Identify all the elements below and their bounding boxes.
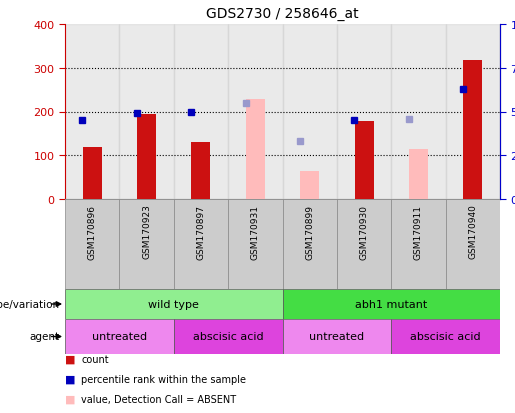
Bar bbox=[119, 199, 174, 289]
Text: untreated: untreated bbox=[92, 332, 147, 342]
Bar bbox=[174, 319, 283, 354]
Text: untreated: untreated bbox=[310, 332, 365, 342]
Bar bbox=[65, 25, 119, 199]
Text: abh1 mutant: abh1 mutant bbox=[355, 299, 427, 309]
Bar bbox=[65, 199, 119, 289]
Bar bbox=[192, 143, 211, 199]
Bar bbox=[283, 289, 500, 319]
Text: abscisic acid: abscisic acid bbox=[410, 332, 481, 342]
Bar bbox=[65, 319, 174, 354]
Bar bbox=[283, 319, 391, 354]
Text: ■: ■ bbox=[65, 354, 76, 364]
Text: ■: ■ bbox=[65, 394, 76, 404]
Title: GDS2730 / 258646_at: GDS2730 / 258646_at bbox=[206, 7, 359, 21]
Bar bbox=[283, 25, 337, 199]
Text: wild type: wild type bbox=[148, 299, 199, 309]
Text: GSM170897: GSM170897 bbox=[196, 204, 205, 259]
Text: genotype/variation: genotype/variation bbox=[0, 299, 60, 309]
Bar bbox=[119, 25, 174, 199]
Bar bbox=[246, 100, 265, 199]
Bar bbox=[391, 25, 445, 199]
Bar bbox=[337, 25, 391, 199]
Bar bbox=[391, 319, 500, 354]
Bar bbox=[391, 199, 445, 289]
Text: GSM170930: GSM170930 bbox=[359, 204, 369, 259]
Bar bbox=[464, 61, 483, 199]
Bar bbox=[337, 199, 391, 289]
Text: value, Detection Call = ABSENT: value, Detection Call = ABSENT bbox=[81, 394, 236, 404]
Bar bbox=[445, 25, 500, 199]
Text: agent: agent bbox=[30, 332, 60, 342]
Text: ■: ■ bbox=[65, 374, 76, 384]
Bar bbox=[174, 25, 228, 199]
Text: count: count bbox=[81, 354, 109, 364]
Bar bbox=[409, 150, 428, 199]
Text: GSM170899: GSM170899 bbox=[305, 204, 314, 259]
Bar bbox=[137, 114, 156, 199]
Bar bbox=[300, 171, 319, 199]
Bar bbox=[228, 25, 283, 199]
Bar bbox=[174, 199, 228, 289]
Bar bbox=[65, 289, 283, 319]
Text: abscisic acid: abscisic acid bbox=[193, 332, 264, 342]
Text: GSM170911: GSM170911 bbox=[414, 204, 423, 259]
Text: GSM170940: GSM170940 bbox=[468, 204, 477, 259]
Text: GSM170931: GSM170931 bbox=[251, 204, 260, 259]
Text: GSM170923: GSM170923 bbox=[142, 204, 151, 259]
Text: percentile rank within the sample: percentile rank within the sample bbox=[81, 374, 247, 384]
Bar bbox=[283, 199, 337, 289]
Bar bbox=[445, 199, 500, 289]
Bar bbox=[228, 199, 283, 289]
Bar bbox=[354, 122, 373, 199]
Text: GSM170896: GSM170896 bbox=[88, 204, 97, 259]
Bar bbox=[83, 147, 101, 199]
